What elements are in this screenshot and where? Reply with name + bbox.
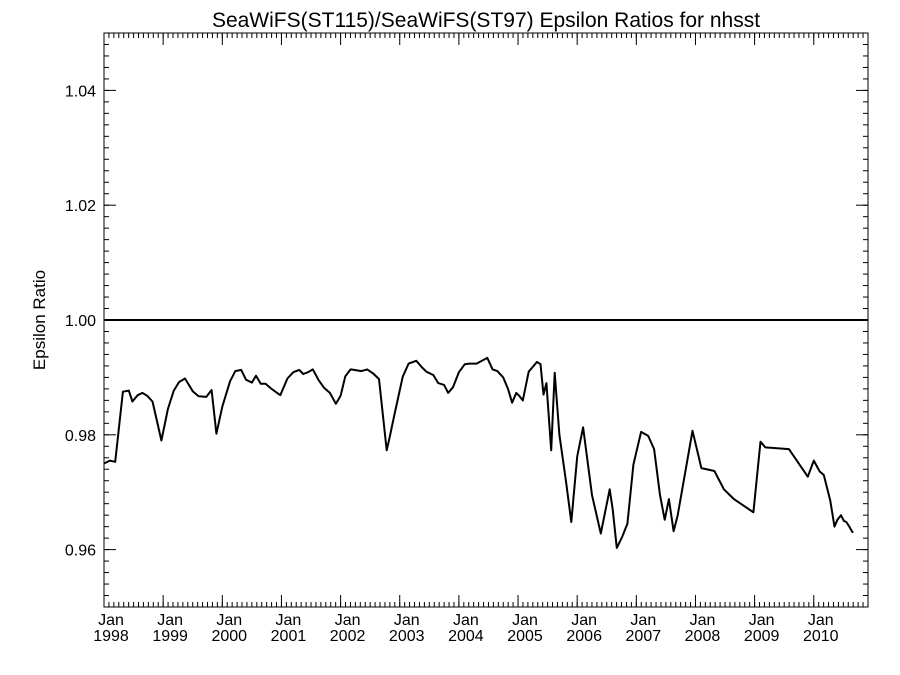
x-tick-year-label: 2003 (389, 628, 425, 645)
x-tick-month-label: Jan (276, 612, 302, 629)
x-tick-month-label: Jan (512, 612, 538, 629)
x-tick-month-label: Jan (808, 612, 834, 629)
x-tick-year-label: 2001 (271, 628, 307, 645)
x-tick-year-label: 2004 (448, 628, 484, 645)
y-axis-label: Epsilon Ratio (30, 270, 49, 370)
x-tick-month-label: Jan (394, 612, 420, 629)
x-tick-month-label: Jan (216, 612, 242, 629)
x-tick-year-label: 2010 (803, 628, 839, 645)
x-tick-year-label: 2006 (566, 628, 602, 645)
x-tick-month-label: Jan (453, 612, 479, 629)
x-tick-year-label: 2007 (626, 628, 662, 645)
axes-group: 0.960.981.001.021.04Jan1998Jan1999Jan200… (65, 32, 869, 645)
x-tick-year-label: 2000 (211, 628, 247, 645)
x-tick-month-label: Jan (690, 612, 716, 629)
x-tick-month-label: Jan (630, 612, 656, 629)
x-tick-month-label: Jan (98, 612, 124, 629)
x-tick-month-label: Jan (157, 612, 183, 629)
chart-title: SeaWiFS(ST115)/SeaWiFS(ST97) Epsilon Rat… (212, 9, 760, 32)
x-tick-year-label: 1999 (152, 628, 188, 645)
x-tick-month-label: Jan (749, 612, 775, 629)
x-tick-year-label: 1998 (93, 628, 129, 645)
x-tick-year-label: 2005 (507, 628, 543, 645)
x-tick-year-label: 2008 (685, 628, 721, 645)
y-tick-label: 1.02 (65, 198, 96, 215)
x-tick-year-label: 2009 (744, 628, 780, 645)
y-tick-label: 1.00 (65, 313, 96, 330)
x-tick-month-label: Jan (571, 612, 597, 629)
x-tick-year-label: 2002 (330, 628, 366, 645)
y-tick-label: 0.98 (65, 428, 96, 445)
epsilon-ratio-series-line (103, 356, 854, 549)
x-tick-month-label: Jan (335, 612, 361, 629)
y-tick-label: 0.96 (65, 543, 96, 560)
data-marks (103, 319, 868, 549)
y-tick-label: 1.04 (65, 83, 96, 100)
